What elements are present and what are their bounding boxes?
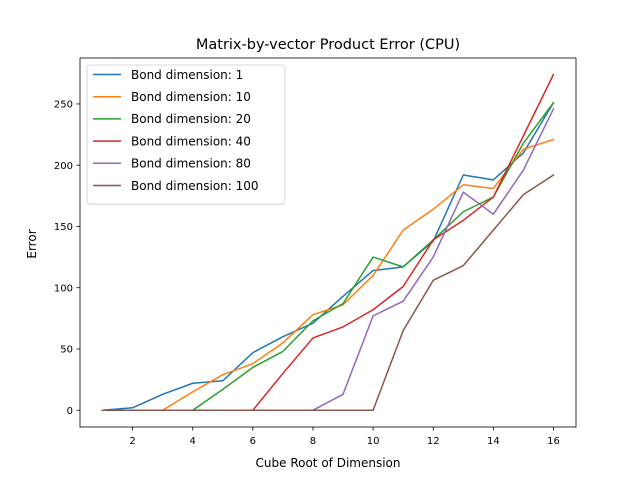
x-tick-label-0: 2 (129, 436, 135, 447)
legend: Bond dimension: 1 Bond dimension: 10 Bond … (86, 64, 286, 205)
x-tick-label-1: 4 (190, 436, 196, 447)
legend-label-3: Bond dimension: 40 (131, 134, 251, 148)
axes: 2 4 6 8 10 12 14 16 0 50 100 150 200 250 (54, 57, 577, 447)
legend-label-2: Bond dimension: 20 (131, 112, 251, 126)
series-line-1 (101, 138, 555, 411)
legend-label-4: Bond dimension: 80 (131, 157, 251, 171)
series-line-5 (101, 173, 555, 411)
x-tick-label-2: 6 (250, 436, 256, 447)
legend-box (86, 64, 286, 205)
x-tick-label-6: 14 (487, 436, 500, 447)
y-axis-label: Error (25, 229, 39, 258)
y-tick-label-0: 0 (67, 406, 73, 417)
x-tick-label-7: 16 (547, 436, 560, 447)
axes-frame (79, 57, 577, 428)
y-tick-label-3: 150 (54, 222, 73, 233)
x-axis-label: Cube Root of Dimension (256, 456, 401, 470)
x-tick-label-4: 10 (367, 436, 380, 447)
plot-area (101, 73, 555, 412)
y-tick-label-1: 50 (60, 345, 73, 356)
x-tick-label-5: 12 (427, 436, 440, 447)
y-tick-label-2: 100 (54, 283, 73, 294)
legend-label-0: Bond dimension: 1 (131, 68, 243, 82)
y-tick-label-4: 200 (54, 161, 73, 172)
legend-label-5: Bond dimension: 100 (131, 179, 259, 193)
y-tick-label-5: 250 (54, 100, 73, 111)
x-tick-label-3: 8 (310, 436, 316, 447)
legend-label-1: Bond dimension: 10 (131, 90, 251, 104)
chart-title: Matrix-by-vector Product Error (CPU) (196, 37, 460, 53)
